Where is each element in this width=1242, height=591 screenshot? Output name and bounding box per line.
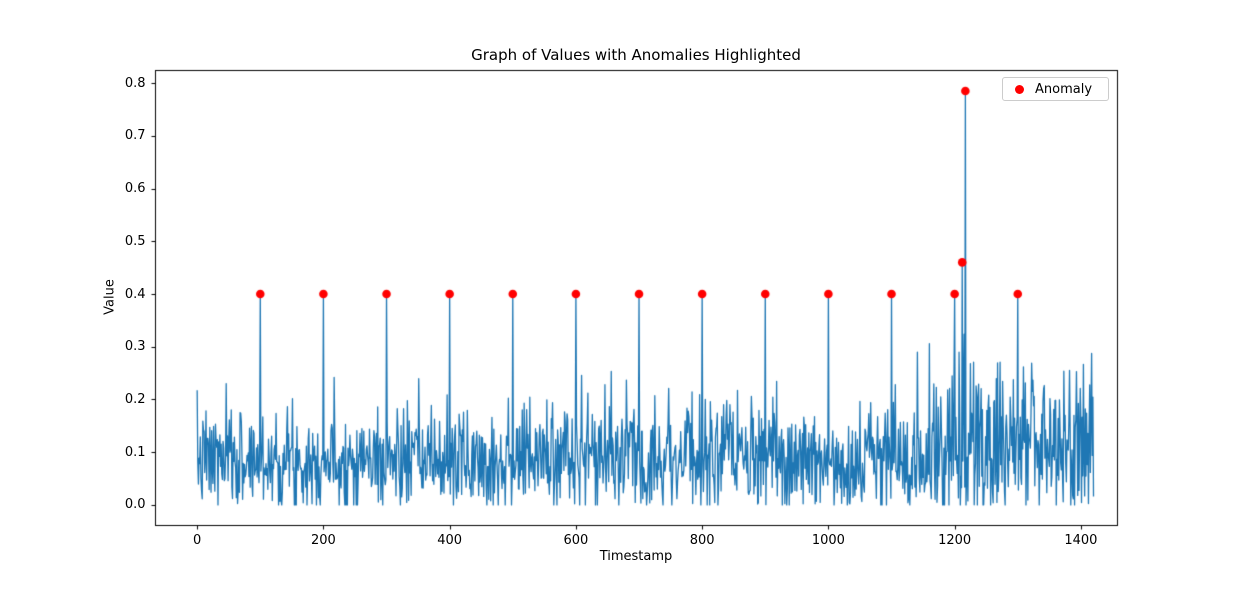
y-tick-label: 0.0 xyxy=(124,497,146,513)
x-tick-label: 1200 xyxy=(938,532,972,548)
y-tick-label: 0.1 xyxy=(124,444,146,460)
x-tick-label: 1400 xyxy=(1064,532,1098,548)
y-tick-label: 0.8 xyxy=(124,75,146,91)
chart-title: Graph of Values with Anomalies Highlight… xyxy=(471,46,801,64)
x-tick-label: 600 xyxy=(563,532,589,548)
legend-label: Anomaly xyxy=(1035,81,1093,97)
y-tick-label: 0.3 xyxy=(124,339,146,355)
x-tick-label: 200 xyxy=(310,532,336,548)
y-tick-label: 0.7 xyxy=(124,128,146,144)
y-tick-label: 0.2 xyxy=(124,391,146,407)
x-tick-label: 1000 xyxy=(811,532,845,548)
y-tick-label: 0.6 xyxy=(124,181,146,197)
x-tick-label: 400 xyxy=(437,532,463,548)
legend: Anomaly xyxy=(1002,77,1109,101)
y-tick-label: 0.4 xyxy=(124,286,146,302)
x-tick-label: 800 xyxy=(689,532,715,548)
x-axis-label: Timestamp xyxy=(599,549,673,564)
anomaly-marker-icon xyxy=(1015,84,1024,94)
y-tick-label: 0.5 xyxy=(124,233,146,249)
x-tick-label: 0 xyxy=(193,532,202,548)
